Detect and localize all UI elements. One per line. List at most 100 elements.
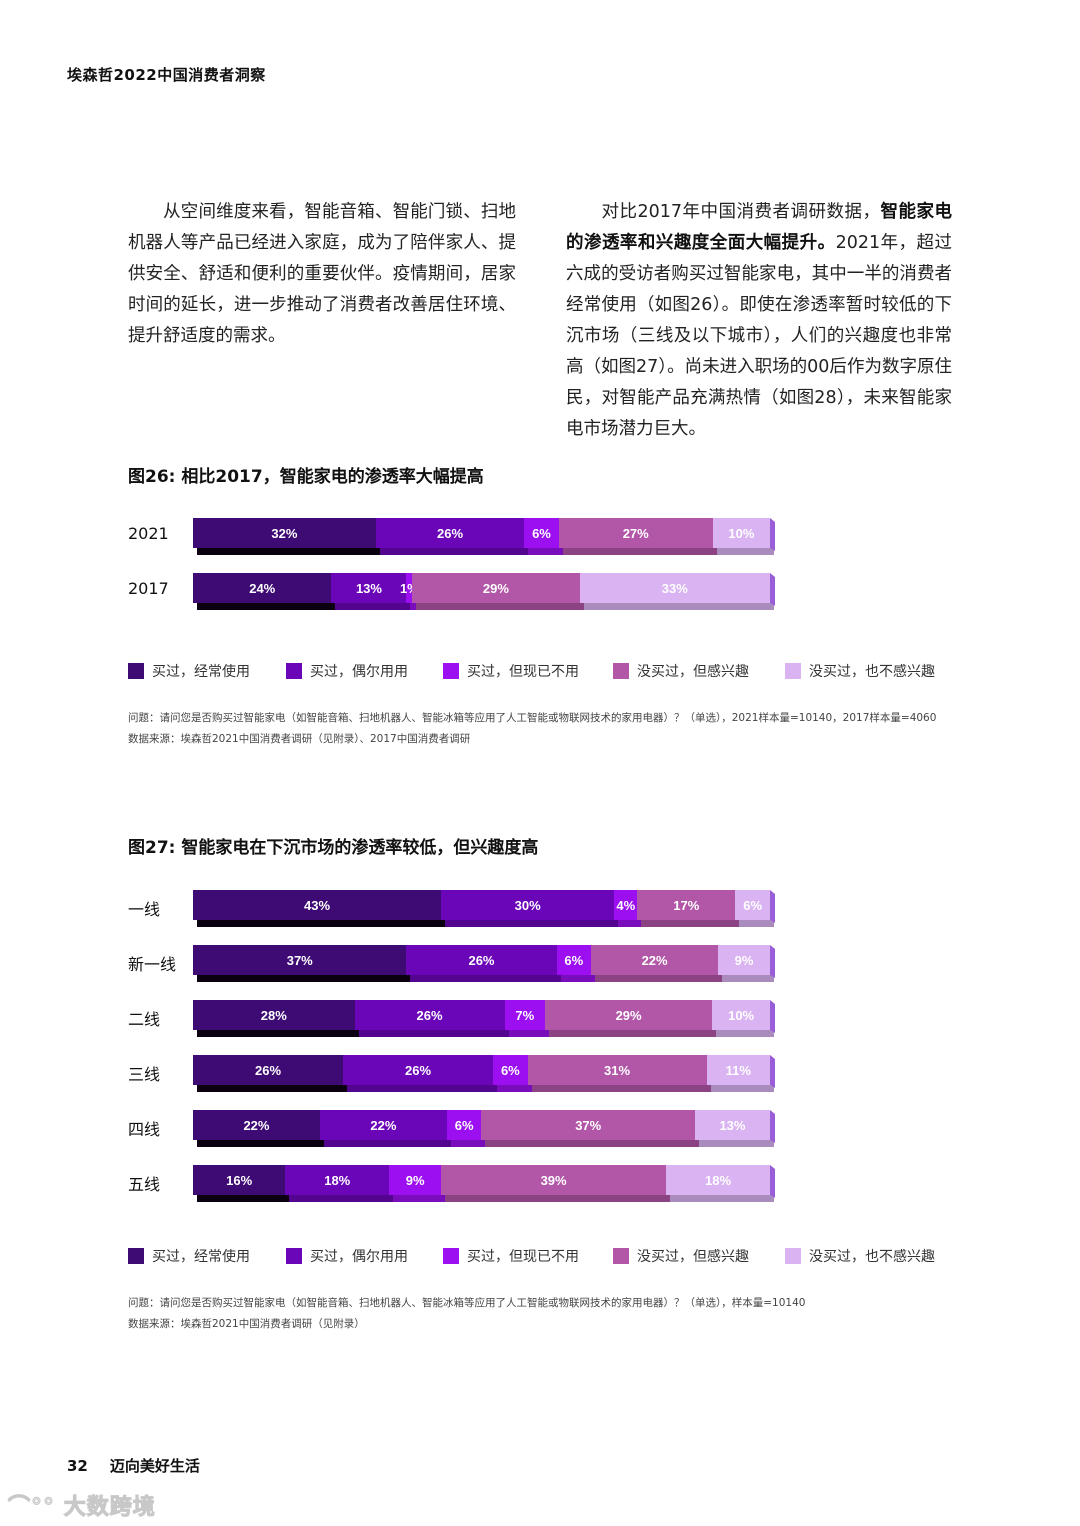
legend-item: 没买过，也不感兴趣 xyxy=(785,1246,945,1266)
legend-swatch-icon xyxy=(443,663,459,679)
bar-segment: 4% xyxy=(614,890,638,920)
bar-segment: 43% xyxy=(193,890,442,920)
legend-label: 没买过，也不感兴趣 xyxy=(809,1249,935,1265)
figure26-chart: 2021 32% 26% 6% 27% 10% 2017 24% 13% 1% 29% 33% xyxy=(128,518,788,628)
bar-segment-shadow xyxy=(445,920,619,927)
figure26-legend: 买过，经常使用 买过，偶尔用用 买过，但现已不用 没买过，但感兴趣 没买过，也不感兴趣 xyxy=(128,661,945,681)
legend-item: 买过，经常使用 xyxy=(128,661,286,681)
bar-segment: 29% xyxy=(412,573,580,603)
legend-label: 没买过，但感兴趣 xyxy=(637,1249,749,1265)
bar-side-bevel xyxy=(770,518,775,551)
bar-segment-shadow xyxy=(670,1195,774,1202)
body-paragraph-left: 从空间维度来看，智能音箱、智能门锁、扫地机器人等产品已经进入家庭，成为了陪伴家人… xyxy=(128,197,516,352)
legend-swatch-icon xyxy=(443,1248,459,1264)
chart-row: 三线 26% 26% 6% 31% 11% xyxy=(128,1055,788,1110)
legend-swatch-icon xyxy=(613,663,629,679)
chart-row: 五线 16% 18% 9% 39% 18% xyxy=(128,1165,788,1220)
bar-segment: 26% xyxy=(406,945,557,975)
row-label: 四线 xyxy=(128,1120,161,1139)
bar-side-bevel xyxy=(770,1000,775,1033)
bar-segment-shadow xyxy=(323,1140,451,1147)
bar-segment: 33% xyxy=(579,573,770,603)
stacked-bar: 28% 26% 7% 29% 10% xyxy=(193,1000,778,1040)
bar-segment: 28% xyxy=(193,1000,355,1030)
bar-segment-shadow xyxy=(698,1140,774,1147)
legend-swatch-icon xyxy=(286,1248,302,1264)
bar-segment: 13% xyxy=(331,573,407,603)
legend-label: 买过，偶尔用用 xyxy=(310,1249,408,1265)
bar-segment-shadow xyxy=(379,548,529,555)
row-label: 新一线 xyxy=(128,955,177,974)
bar-segment: 9% xyxy=(718,945,770,975)
paragraph-right-pre: 对比2017年中国消费者调研数据， xyxy=(601,202,881,222)
bar-segment: 10% xyxy=(712,518,770,548)
bar-segment-shadow xyxy=(497,1085,532,1092)
row-label: 二线 xyxy=(128,1010,161,1029)
bar-side-bevel xyxy=(770,1165,775,1198)
row-label: 三线 xyxy=(128,1065,161,1084)
bar-segment: 30% xyxy=(441,890,615,920)
stacked-bar: 43% 30% 4% 17% 6% xyxy=(193,890,778,930)
figure27-legend: 买过，经常使用 买过，偶尔用用 买过，但现已不用 没买过，但感兴趣 没买过，也不感兴趣 xyxy=(128,1246,945,1266)
bar-segment-shadow xyxy=(716,548,774,555)
bar-segment: 26% xyxy=(193,1055,344,1085)
bar-segment: 22% xyxy=(591,945,719,975)
chart-row: 二线 28% 26% 7% 29% 10% xyxy=(128,1000,788,1055)
bar-segment: 26% xyxy=(343,1055,494,1085)
bar-segment: 22% xyxy=(319,1110,447,1140)
legend-label: 买过，偶尔用用 xyxy=(310,664,408,680)
figure26-source: 数据来源：埃森哲2021中国消费者调研（见附录）、2017中国消费者调研 xyxy=(128,733,471,745)
chart-row: 一线 43% 30% 4% 17% 6% xyxy=(128,890,788,945)
bar-segment: 10% xyxy=(712,1000,770,1030)
bar-segment: 31% xyxy=(527,1055,707,1085)
chart-row: 2017 24% 13% 1% 29% 33% xyxy=(128,573,788,628)
legend-swatch-icon xyxy=(128,663,144,679)
legend-label: 没买过，但感兴趣 xyxy=(637,664,749,680)
watermark-text: 大数跨境 xyxy=(63,1495,156,1521)
bar-segment-shadow xyxy=(548,1030,717,1037)
bar-segment: 39% xyxy=(441,1165,667,1195)
stacked-bar: 22% 22% 6% 37% 13% xyxy=(193,1110,778,1150)
bar-segment: 6% xyxy=(493,1055,528,1085)
figure26-notes: 问题：请问您是否购买过智能家电（如智能音箱、扫地机器人、智能冰箱等应用了人工智能… xyxy=(128,708,936,750)
legend-label: 买过，但现已不用 xyxy=(467,664,579,680)
bar-segment-shadow xyxy=(358,1030,509,1037)
bar-segment: 6% xyxy=(556,945,592,975)
bar-segment: 32% xyxy=(193,518,376,548)
row-label: 五线 xyxy=(128,1175,161,1194)
figure27-title: 图27: 智能家电在下沉市场的渗透率较低，但兴趣度高 xyxy=(128,838,539,858)
bar-segment-shadow xyxy=(289,1195,394,1202)
stacked-bar: 26% 26% 6% 31% 11% xyxy=(193,1055,778,1095)
bar-segment: 6% xyxy=(735,890,770,920)
legend-label: 买过，但现已不用 xyxy=(467,1249,579,1265)
figure27-chart: 一线 43% 30% 4% 17% 6% 新一线 37% 26% 6% 22% 9% 二线 28% 26% 7… xyxy=(128,890,788,1220)
bar-segment-shadow xyxy=(416,603,584,610)
bar-segment-shadow xyxy=(450,1140,486,1147)
bar-segment-shadow xyxy=(710,1085,774,1092)
bar-segment: 9% xyxy=(389,1165,442,1195)
bar-segment-shadow xyxy=(528,548,563,555)
chart-row: 四线 22% 22% 6% 37% 13% xyxy=(128,1110,788,1165)
report-header-title: 埃森哲2022中国消费者洞察 xyxy=(67,66,266,84)
bar-segment: 26% xyxy=(354,1000,505,1030)
bar-segment-shadow xyxy=(531,1085,711,1092)
row-label: 2017 xyxy=(128,579,169,598)
bar-segment: 18% xyxy=(285,1165,390,1195)
bar-segment: 22% xyxy=(193,1110,320,1140)
figure27-source: 数据来源：埃森哲2021中国消费者调研（见附录） xyxy=(128,1318,365,1330)
bar-segment: 13% xyxy=(694,1110,770,1140)
bar-side-bevel xyxy=(770,1110,775,1143)
bar-segment-shadow xyxy=(410,975,561,982)
page-footer: 32 迈向美好生活 xyxy=(67,1455,200,1476)
legend-swatch-icon xyxy=(785,1248,801,1264)
legend-swatch-icon xyxy=(613,1248,629,1264)
bar-segment-shadow xyxy=(722,975,774,982)
bar-segment-shadow xyxy=(197,603,336,610)
bar-segment-shadow xyxy=(739,920,774,927)
stacked-bar: 24% 13% 1% 29% 33% xyxy=(193,573,778,613)
stacked-bar: 32% 26% 6% 27% 10% xyxy=(193,518,778,558)
bar-segment-shadow xyxy=(583,603,774,610)
figure27-question: 问题：请问您是否购买过智能家电（如智能音箱、扫地机器人、智能冰箱等应用了人工智能… xyxy=(128,1297,806,1309)
bar-segment: 27% xyxy=(558,518,713,548)
legend-item: 买过，偶尔用用 xyxy=(286,1246,443,1266)
